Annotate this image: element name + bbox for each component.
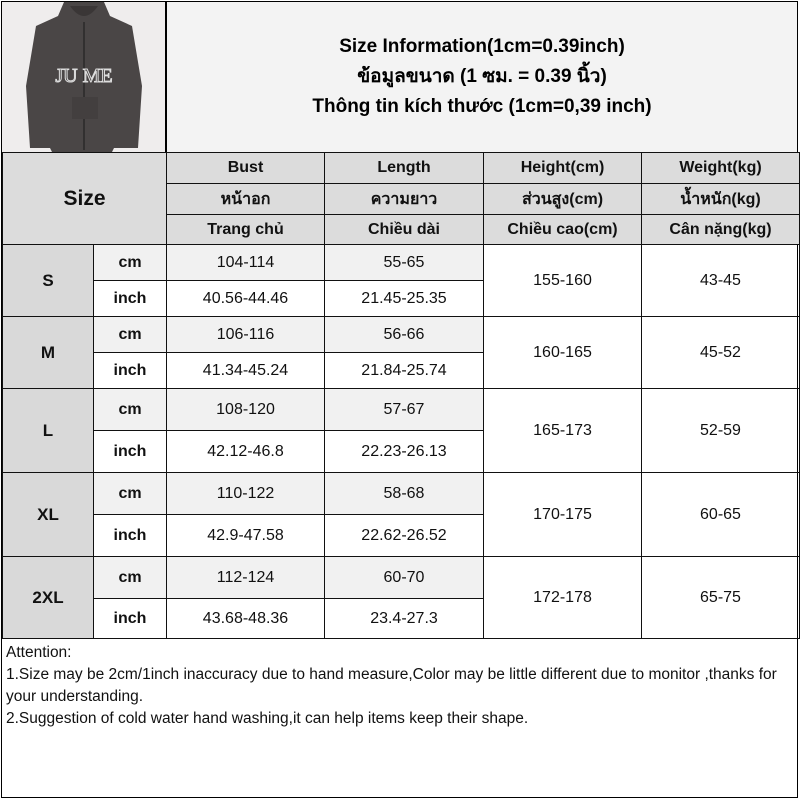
length-cm: 55-65 [324,244,484,281]
table-row: XL cm 110-122 58-68 170-175 60-65 [2,472,800,557]
length-inch: 21.45-25.35 [324,280,484,317]
length-inch: 21.84-25.74 [324,352,484,389]
bust-inch: 42.12-46.8 [166,430,325,473]
table-row: inch 42.9-47.58 22.62-26.52 [3,514,800,557]
title-english: Size Information(1cm=0.39inch) [339,36,625,57]
weight-range: 45-52 [641,316,800,389]
length-inch: 22.23-26.13 [324,430,484,473]
product-photo: JU ME [2,2,167,152]
unit-inch: inch [93,514,167,557]
unit-cm: cm [93,316,167,353]
weight-header-vi: Cân nặng(kg) [641,214,800,245]
unit-inch: inch [93,430,167,473]
length-header-en: Length [324,152,484,184]
length-cm: 57-67 [324,388,484,431]
unit-inch: inch [93,280,167,317]
height-range: 170-175 [483,472,642,557]
table-row: inch 43.68-48.36 23.4-27.3 [3,598,800,639]
bust-header-en: Bust [166,152,325,184]
length-inch: 22.62-26.52 [324,514,484,557]
size-label: 2XL [2,556,94,639]
attention-note-2: 2.Suggestion of cold water hand washing,… [6,710,529,727]
weight-header-en: Weight(kg) [641,152,800,184]
weight-header-th: น้ำหนัก(kg) [641,183,800,215]
bust-inch: 41.34-45.24 [166,352,325,389]
unit-cm: cm [93,388,167,431]
unit-inch: inch [93,598,167,639]
unit-inch: inch [93,352,167,389]
height-range: 172-178 [483,556,642,639]
table-row: inch 40.56-44.46 21.45-25.35 [3,280,800,317]
height-header-th: ส่วนสูง(cm) [483,183,642,215]
table-row: S cm 104-114 55-65 155-160 43-45 [2,244,800,317]
length-cm: 56-66 [324,316,484,353]
unit-cm: cm [93,244,167,281]
bust-inch: 40.56-44.46 [166,280,325,317]
size-info-title: Size Information(1cm=0.39inch) ข้อมูลขนา… [167,2,797,152]
bust-header-vi: Trang chủ [166,214,325,245]
bust-cm: 108-120 [166,388,325,431]
bust-cm: 106-116 [166,316,325,353]
height-range: 160-165 [483,316,642,389]
weight-range: 60-65 [641,472,800,557]
size-label: XL [2,472,94,557]
bust-cm: 112-124 [166,556,325,599]
attention-note-1: 1.Size may be 2cm/1inch inaccuracy due t… [6,666,777,705]
unit-cm: cm [93,556,167,599]
attention-notes: Attention: 1.Size may be 2cm/1inch inacc… [6,642,793,730]
title-vietnamese: Thông tin kích thước (1cm=0,39 inch) [312,96,652,117]
table-row: L cm 108-120 57-67 165-173 52-59 [2,388,800,473]
size-label: S [2,244,94,317]
bust-inch: 42.9-47.58 [166,514,325,557]
size-table: Size Bust Length Height(cm) Weight(kg) ห… [2,152,800,639]
height-range: 155-160 [483,244,642,317]
weight-range: 65-75 [641,556,800,639]
table-row: M cm 106-116 56-66 160-165 45-52 [2,316,800,389]
length-cm: 58-68 [324,472,484,515]
hoodie-image: JU ME [2,2,165,152]
size-label: L [2,388,94,473]
weight-range: 52-59 [641,388,800,473]
table-row: 2XL cm 112-124 60-70 172-178 65-75 [2,556,800,639]
weight-range: 43-45 [641,244,800,317]
length-header-th: ความยาว [324,183,484,215]
title-thai: ข้อมูลขนาด (1 ซม. = 0.39 นิ้ว) [357,66,607,87]
bust-header-th: หน้าอก [166,183,325,215]
height-header-vi: Chiều cao(cm) [483,214,642,245]
length-cm: 60-70 [324,556,484,599]
height-range: 165-173 [483,388,642,473]
bust-cm: 110-122 [166,472,325,515]
size-header: Size [2,152,167,245]
attention-heading: Attention: [6,644,72,661]
length-inch: 23.4-27.3 [324,598,484,639]
height-header-en: Height(cm) [483,152,642,184]
bust-cm: 104-114 [166,244,325,281]
bust-inch: 43.68-48.36 [166,598,325,639]
unit-cm: cm [93,472,167,515]
hoodie-print-text: JU ME [55,65,112,87]
size-label: M [2,316,94,389]
length-header-vi: Chiều dài [324,214,484,245]
